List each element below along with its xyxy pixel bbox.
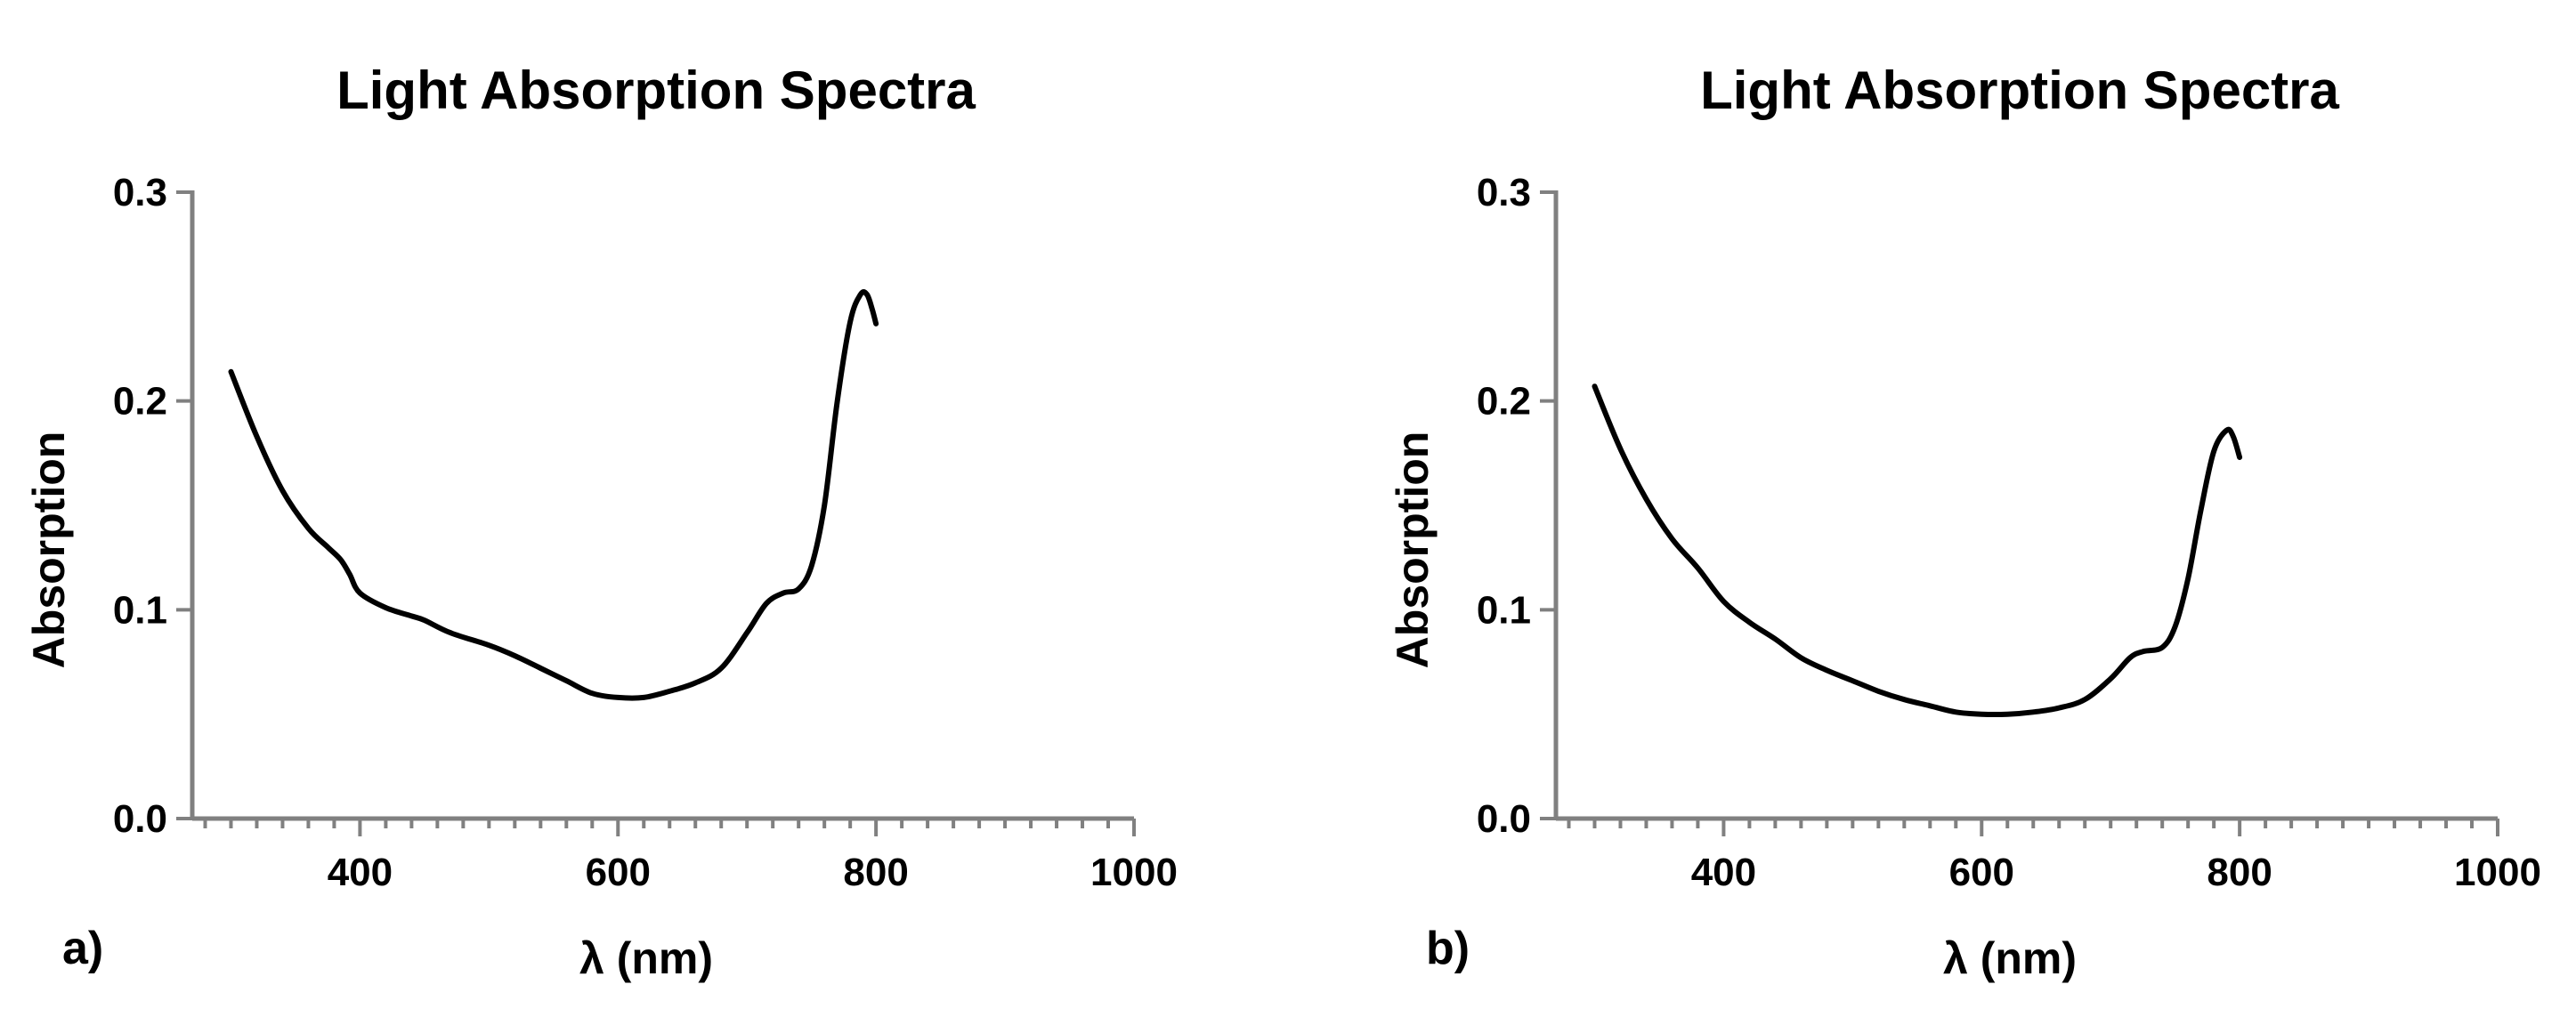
x-tick-label: 800 [2207, 851, 2272, 894]
axes [1553, 190, 2498, 821]
x-tick-label: 400 [1691, 851, 1756, 894]
x-tick-label: 1000 [1090, 851, 1178, 894]
x-tick-label: 600 [1949, 851, 2014, 894]
y-axis-label: Absorption [24, 432, 74, 669]
panel-label: a) [62, 923, 103, 974]
y-axis-label: Absorption [1388, 432, 1438, 669]
x-tick-label: 1000 [2454, 851, 2541, 894]
series-line [1592, 383, 2243, 717]
x-tick-label: 800 [843, 851, 908, 894]
chart-panel-b: Light Absorption Spectra 0.0 0.1 0.2 0.3 40… [1388, 61, 2541, 983]
x-axis-label: λ (nm) [579, 933, 713, 983]
chart-panel-a: Light Absorption Spectra 0.0 0.1 0.2 0.3 40… [24, 61, 1178, 983]
y-tick-label: 0.0 [113, 797, 167, 841]
y-tick-label: 0.2 [113, 380, 167, 424]
y-tick-label: 0.1 [1477, 588, 1531, 632]
y-tick-label: 0.1 [113, 588, 167, 632]
series-group [228, 289, 879, 701]
x-ticks: 400 600 800 1000 [203, 819, 1178, 894]
y-tick-label: 0.0 [1477, 797, 1531, 841]
x-ticks: 400 600 800 1000 [1567, 819, 2541, 894]
axes [190, 190, 1134, 821]
y-ticks: 0.0 0.1 0.2 0.3 [1477, 171, 1556, 841]
x-tick-label: 400 [328, 851, 393, 894]
y-ticks: 0.0 0.1 0.2 0.3 [113, 171, 192, 841]
series-group [1592, 383, 2243, 717]
y-tick-label: 0.2 [1477, 380, 1531, 424]
y-tick-label: 0.3 [113, 171, 167, 214]
chart-title: Light Absorption Spectra [1700, 61, 2339, 120]
x-axis-label: λ (nm) [1943, 933, 2077, 983]
x-tick-label: 600 [586, 851, 651, 894]
y-tick-label: 0.3 [1477, 171, 1531, 214]
panel-label: b) [1426, 923, 1470, 974]
chart-title: Light Absorption Spectra [336, 61, 976, 120]
series-line [228, 289, 879, 701]
